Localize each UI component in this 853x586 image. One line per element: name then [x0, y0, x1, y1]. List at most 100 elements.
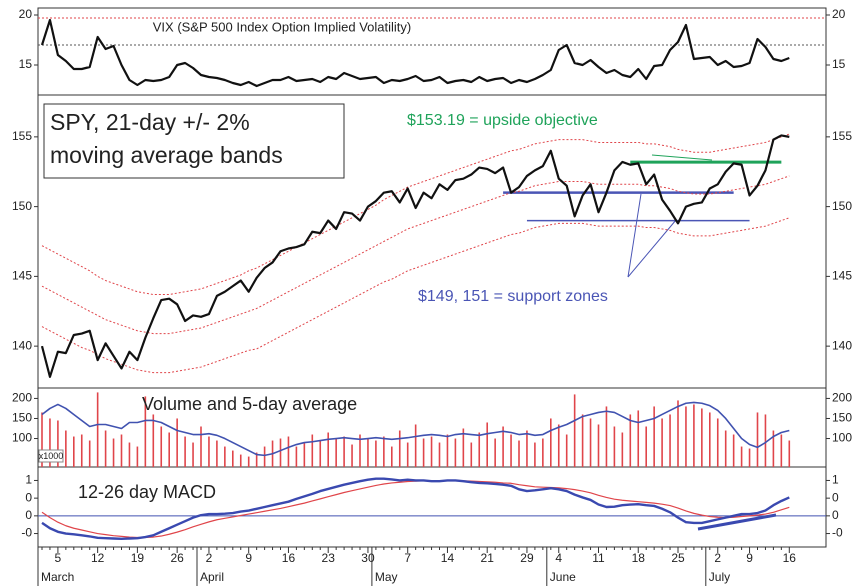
panel-title: VIX (S&P 500 Index Option Implied Volati…: [153, 19, 411, 34]
x-tick-label: 5: [55, 551, 62, 565]
volume-bar: [96, 392, 99, 467]
annotation: $149, 151 = support zones: [418, 288, 608, 305]
volume-bar: [685, 406, 687, 467]
volume-bar: [669, 414, 671, 467]
y-tick-label-right: 150: [832, 199, 852, 213]
volume-bar: [168, 432, 170, 467]
volume-bar: [247, 456, 250, 467]
volume-bar: [470, 442, 473, 467]
y-tick-label-right: 0: [832, 490, 839, 504]
annotation-leader: [651, 154, 713, 161]
volume-bar: [398, 430, 401, 467]
volume-bar: [732, 434, 735, 467]
volume-bar: [756, 412, 759, 467]
volume-bar: [176, 418, 178, 467]
volume-bar: [263, 446, 266, 467]
volume-bar: [573, 394, 576, 467]
x-tick-label: 19: [131, 551, 145, 565]
volume-bar: [772, 430, 775, 467]
month-label: May: [375, 570, 398, 584]
volume-bar: [239, 454, 242, 467]
series-line: [41, 477, 790, 541]
x-tick-label: 16: [282, 551, 296, 565]
volume-bar: [748, 448, 751, 467]
y-tick-label: -0: [21, 526, 32, 540]
month-label: June: [550, 570, 576, 584]
panel-title: 12-26 day MACD: [78, 482, 216, 502]
volume-bar: [557, 424, 560, 467]
y-tick-label: 15: [19, 57, 33, 71]
y-tick-label: 0: [25, 490, 32, 504]
volume-bar: [49, 418, 51, 467]
y-tick-label: 150: [12, 199, 32, 213]
volume-bar: [788, 440, 791, 467]
series-line: [40, 18, 790, 88]
volume-bar: [709, 412, 711, 467]
y-tick-label-right: 1: [832, 473, 839, 487]
x-tick-label: 12: [91, 551, 105, 565]
volume-bar: [41, 412, 43, 467]
x-tick-label: 16: [783, 551, 797, 565]
volume-bar: [144, 396, 147, 467]
volume-bar: [343, 436, 345, 467]
y-tick-label-right: 100: [832, 431, 852, 445]
x-tick-label: 2: [206, 551, 213, 565]
y-tick-label-right: 0: [832, 508, 839, 522]
y-tick-label: 145: [12, 269, 32, 283]
volume-bar: [589, 418, 592, 467]
volume-bar: [152, 414, 155, 467]
y-tick-label: 1: [25, 473, 32, 487]
y-tick-label-right: -0: [832, 526, 843, 540]
volume-bar: [613, 426, 616, 467]
volume-bar: [208, 436, 210, 467]
volume-bar: [565, 434, 568, 467]
y-tick-label: 150: [12, 411, 32, 425]
volume-bar: [200, 426, 202, 467]
volume-bar: [136, 446, 139, 467]
volume-bar: [510, 434, 512, 467]
volume-bar: [693, 404, 695, 467]
volume-bar: [724, 430, 727, 467]
volume-bar: [65, 430, 67, 467]
volume-bar: [581, 414, 584, 467]
y-tick-label: 100: [12, 431, 32, 445]
x-tick-label: 29: [520, 551, 534, 565]
y-tick-label-right: 150: [832, 411, 852, 425]
x-tick-label: 26: [170, 551, 184, 565]
annotation-leader: [627, 219, 677, 278]
y-tick-label: 140: [12, 338, 32, 352]
volume-bar: [502, 426, 504, 467]
y-tick-label: 0: [25, 508, 32, 522]
volume-bar: [764, 414, 767, 467]
panel-title: Volume and 5-day average: [142, 394, 357, 414]
volume-bar: [311, 434, 314, 467]
volume-bar: [383, 436, 385, 467]
volume-bar: [637, 410, 640, 467]
volume-bar: [279, 438, 282, 467]
panel-title: moving average bands: [50, 142, 283, 168]
volume-bar: [57, 420, 59, 467]
volume-bar: [255, 452, 258, 467]
month-label: April: [200, 570, 224, 584]
volume-bar: [192, 442, 194, 467]
y-tick-label-right: 200: [832, 391, 852, 405]
y-tick-label: 200: [12, 391, 32, 405]
y-tick-label-right: 20: [832, 7, 846, 21]
panel-title: SPY, 21-day +/- 2%: [50, 109, 250, 135]
volume-bar: [550, 418, 552, 467]
volume-bar: [319, 440, 322, 467]
volume-bar: [406, 442, 409, 467]
unit-label: x1000: [39, 451, 64, 461]
volume-bar: [295, 446, 298, 467]
volume-bar: [351, 444, 353, 467]
volume-bar: [414, 424, 417, 467]
series-line: [41, 401, 790, 457]
volume-bar: [462, 428, 465, 467]
volume-bar: [80, 434, 83, 467]
volume-bar: [526, 430, 528, 467]
volume-bar: [128, 442, 131, 467]
volume-bar: [88, 440, 91, 467]
volume-bar: [534, 442, 536, 467]
